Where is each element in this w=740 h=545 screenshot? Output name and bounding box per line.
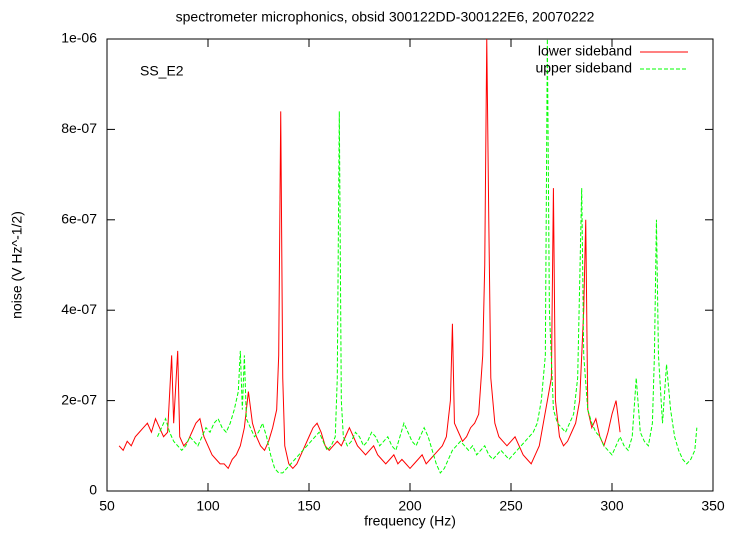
annotation: SS_E2 [140, 63, 184, 79]
legend-label: lower sideband [538, 43, 632, 59]
y-tick-label: 4e-07 [61, 301, 97, 317]
x-tick-label: 250 [499, 498, 523, 514]
x-tick-label: 300 [600, 498, 624, 514]
series-line [118, 38, 621, 470]
y-tick-label: 2e-07 [61, 391, 97, 407]
x-tick-label: 350 [701, 498, 725, 514]
x-tick-label: 50 [99, 498, 115, 514]
x-tick-label: 150 [297, 498, 321, 514]
x-tick-label: 200 [398, 498, 422, 514]
y-tick-label: 6e-07 [61, 211, 97, 227]
y-axis-label: noise (V Hz^-1/2) [9, 211, 25, 319]
chart-title: spectrometer microphonics, obsid 300122D… [176, 9, 595, 25]
legend-label: upper sideband [535, 60, 632, 76]
x-axis-label: frequency (Hz) [364, 513, 456, 529]
y-tick-label: 0 [89, 482, 97, 498]
y-tick-label: 8e-07 [61, 120, 97, 136]
y-tick-label: 1e-06 [61, 30, 97, 46]
x-tick-label: 100 [196, 498, 220, 514]
series-line [157, 38, 698, 474]
